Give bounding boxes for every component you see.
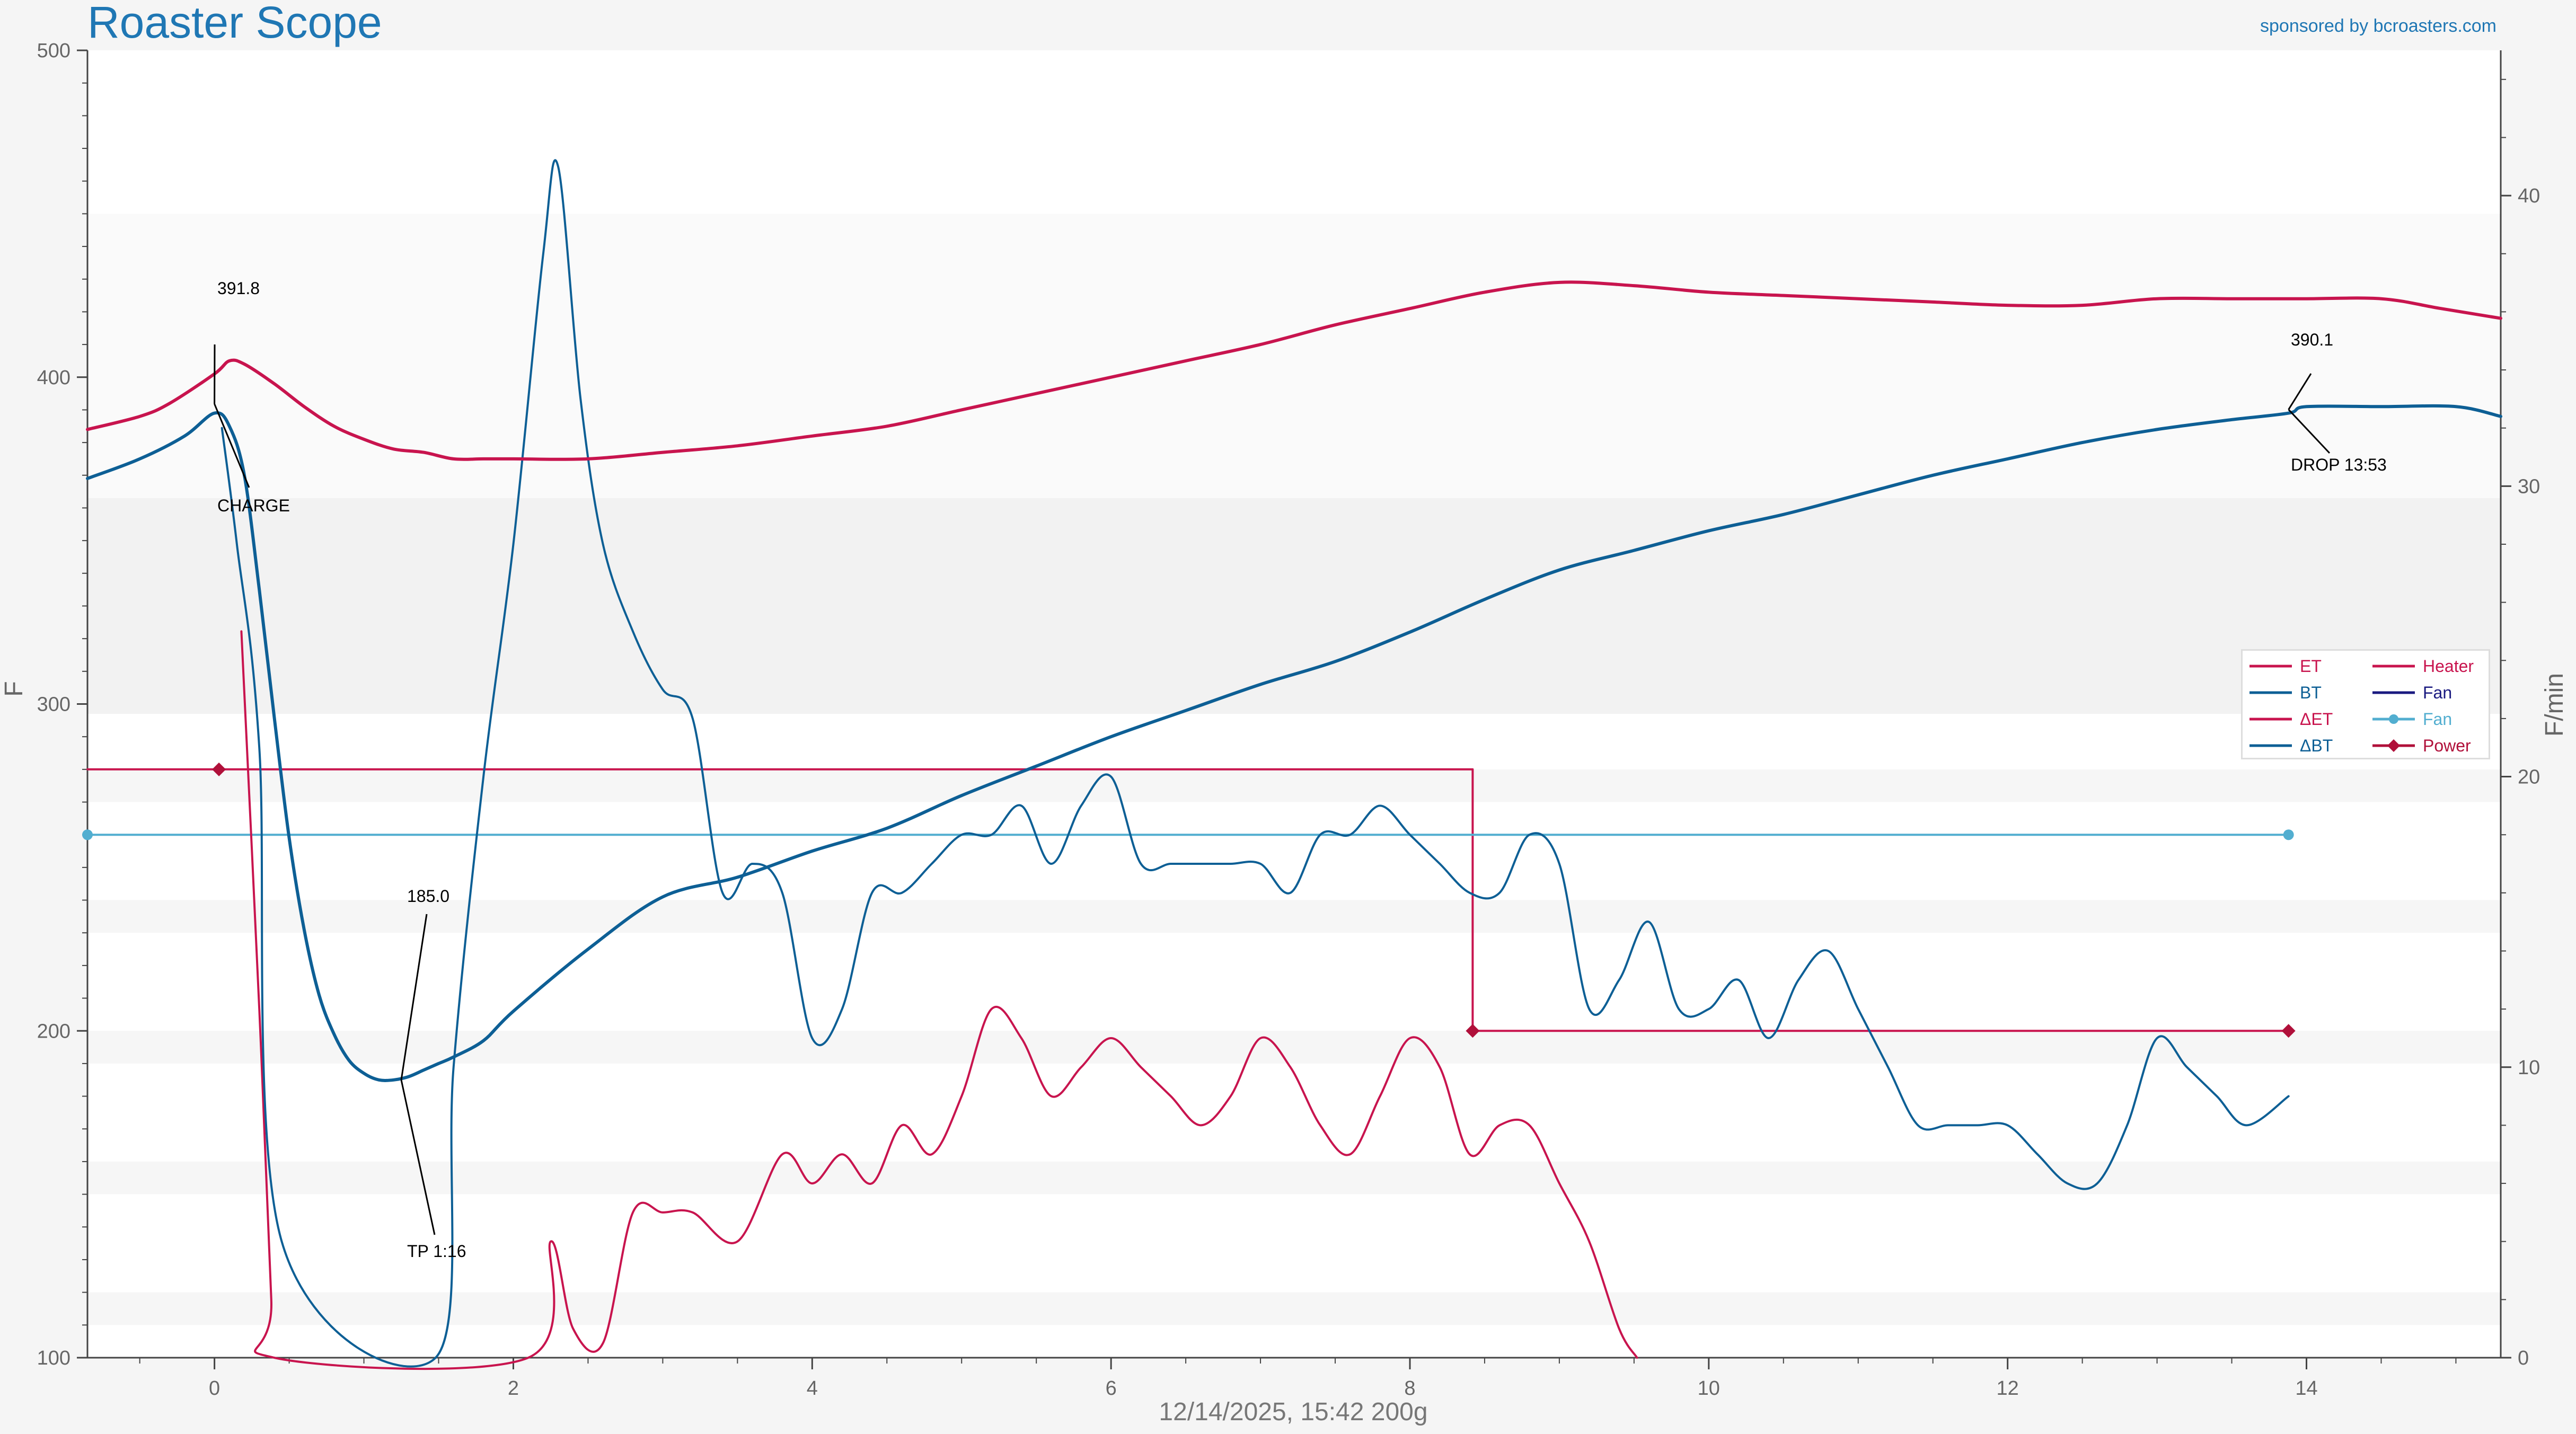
series-line-et	[86, 280, 2502, 461]
y-axis-right-label: F/min	[2540, 673, 2569, 737]
legend-label: BT	[2300, 683, 2322, 702]
legend-label: Heater	[2423, 656, 2474, 676]
fan-marker	[2283, 829, 2294, 840]
annotation-event: TP 1:16	[407, 1242, 466, 1261]
y-right-tick-label: 40	[2518, 185, 2540, 207]
y-right-tick-label: 20	[2518, 766, 2540, 789]
legend-label: Power	[2423, 736, 2471, 755]
y-left-tick-label: 300	[37, 694, 70, 716]
y-left-tick-label: 200	[37, 1020, 70, 1042]
x-tick-label: 0	[209, 1377, 220, 1400]
y-left-tick-label: 100	[37, 1347, 70, 1369]
annotation-value: 185.0	[407, 887, 449, 906]
y-axis-left-label: F	[0, 681, 28, 696]
x-tick-label: 12	[1997, 1377, 2019, 1400]
legend-label: ET	[2300, 656, 2322, 676]
legend-label: Fan	[2423, 683, 2453, 702]
series-line-heater	[86, 768, 2290, 1032]
legend-item[interactable]: Power	[2370, 732, 2471, 759]
legend-item[interactable]: ΔBT	[2247, 732, 2333, 759]
temp-band	[87, 498, 2501, 714]
power-marker	[2281, 1024, 2296, 1038]
legend-label: ΔET	[2300, 709, 2333, 729]
legend-swatch	[2249, 744, 2292, 747]
x-tick-label: 14	[2295, 1377, 2317, 1400]
x-axis-label: 12/14/2025, 15:42 200g	[1159, 1398, 1427, 1426]
fan-marker	[82, 829, 93, 840]
series-line-delta-bt	[220, 159, 2290, 1368]
y-right-tick-label: 10	[2518, 1057, 2540, 1079]
legend-item[interactable]: BT	[2247, 679, 2322, 706]
background-bands	[87, 50, 2501, 1358]
temp-band	[87, 1161, 2501, 1194]
legend-item[interactable]: Heater	[2370, 653, 2474, 679]
annotation-value: 391.8	[217, 279, 260, 298]
legend-swatch	[2372, 691, 2415, 694]
legend-swatch	[2372, 739, 2415, 752]
temp-band	[87, 769, 2501, 802]
x-tick-label: 10	[1698, 1377, 1720, 1400]
legend-item[interactable]: ET	[2247, 653, 2322, 679]
annotation-leader	[400, 914, 428, 1080]
chart-legend: ET BT ΔET ΔBT Heater Fan Fan Power	[2241, 649, 2490, 759]
temp-band	[87, 1292, 2501, 1325]
y-left-tick-label: 400	[37, 367, 70, 389]
series-line-bt	[86, 404, 2502, 1082]
power-marker	[212, 762, 226, 776]
x-tick-label: 6	[1106, 1377, 1117, 1400]
annotation-value: 390.1	[2291, 330, 2333, 349]
y-right-tick-label: 30	[2518, 475, 2540, 498]
annotation-leader	[2288, 409, 2331, 454]
y-left-tick-label: 500	[37, 40, 70, 62]
y-right-tick-label: 0	[2518, 1347, 2529, 1369]
temp-band	[87, 900, 2501, 933]
x-tick-label: 2	[508, 1377, 519, 1400]
x-tick-label: 4	[807, 1377, 818, 1400]
legend-item[interactable]: ΔET	[2247, 706, 2333, 732]
legend-swatch	[2372, 665, 2415, 668]
legend-label: ΔBT	[2300, 736, 2333, 755]
series-line-delta-et	[240, 630, 1638, 1370]
power-marker	[1466, 1024, 1480, 1038]
legend-swatch	[2372, 714, 2415, 724]
series-layer	[82, 159, 2502, 1370]
annotation-event: DROP 13:53	[2291, 455, 2387, 474]
sponsor-link[interactable]: sponsored by bcroasters.com	[2260, 16, 2496, 36]
app-title: Roaster Scope	[87, 0, 382, 47]
legend-label: Fan	[2423, 709, 2453, 729]
legend-item[interactable]: Fan	[2370, 679, 2452, 706]
temp-band	[87, 214, 2501, 498]
axes: 0 2 4 6 8 10 12 14 100 200 300 400 500 0 10 20 30 40 F F/mi…	[0, 40, 2569, 1426]
annotations-layer: 391.8 CHARGE 185.0 TP 1:16 390.1 DROP 13:53	[214, 279, 2387, 1261]
legend-swatch	[2249, 718, 2292, 721]
annotation-event: CHARGE	[217, 496, 290, 515]
legend-swatch	[2249, 665, 2292, 668]
temp-band	[87, 50, 2501, 214]
annotation-leader	[400, 1079, 436, 1235]
annotation-leader	[2288, 373, 2312, 410]
x-tick-label: 8	[1404, 1377, 1415, 1400]
legend-swatch	[2249, 691, 2292, 694]
legend-item[interactable]: Fan	[2370, 706, 2452, 732]
annotation-leader	[214, 403, 250, 488]
